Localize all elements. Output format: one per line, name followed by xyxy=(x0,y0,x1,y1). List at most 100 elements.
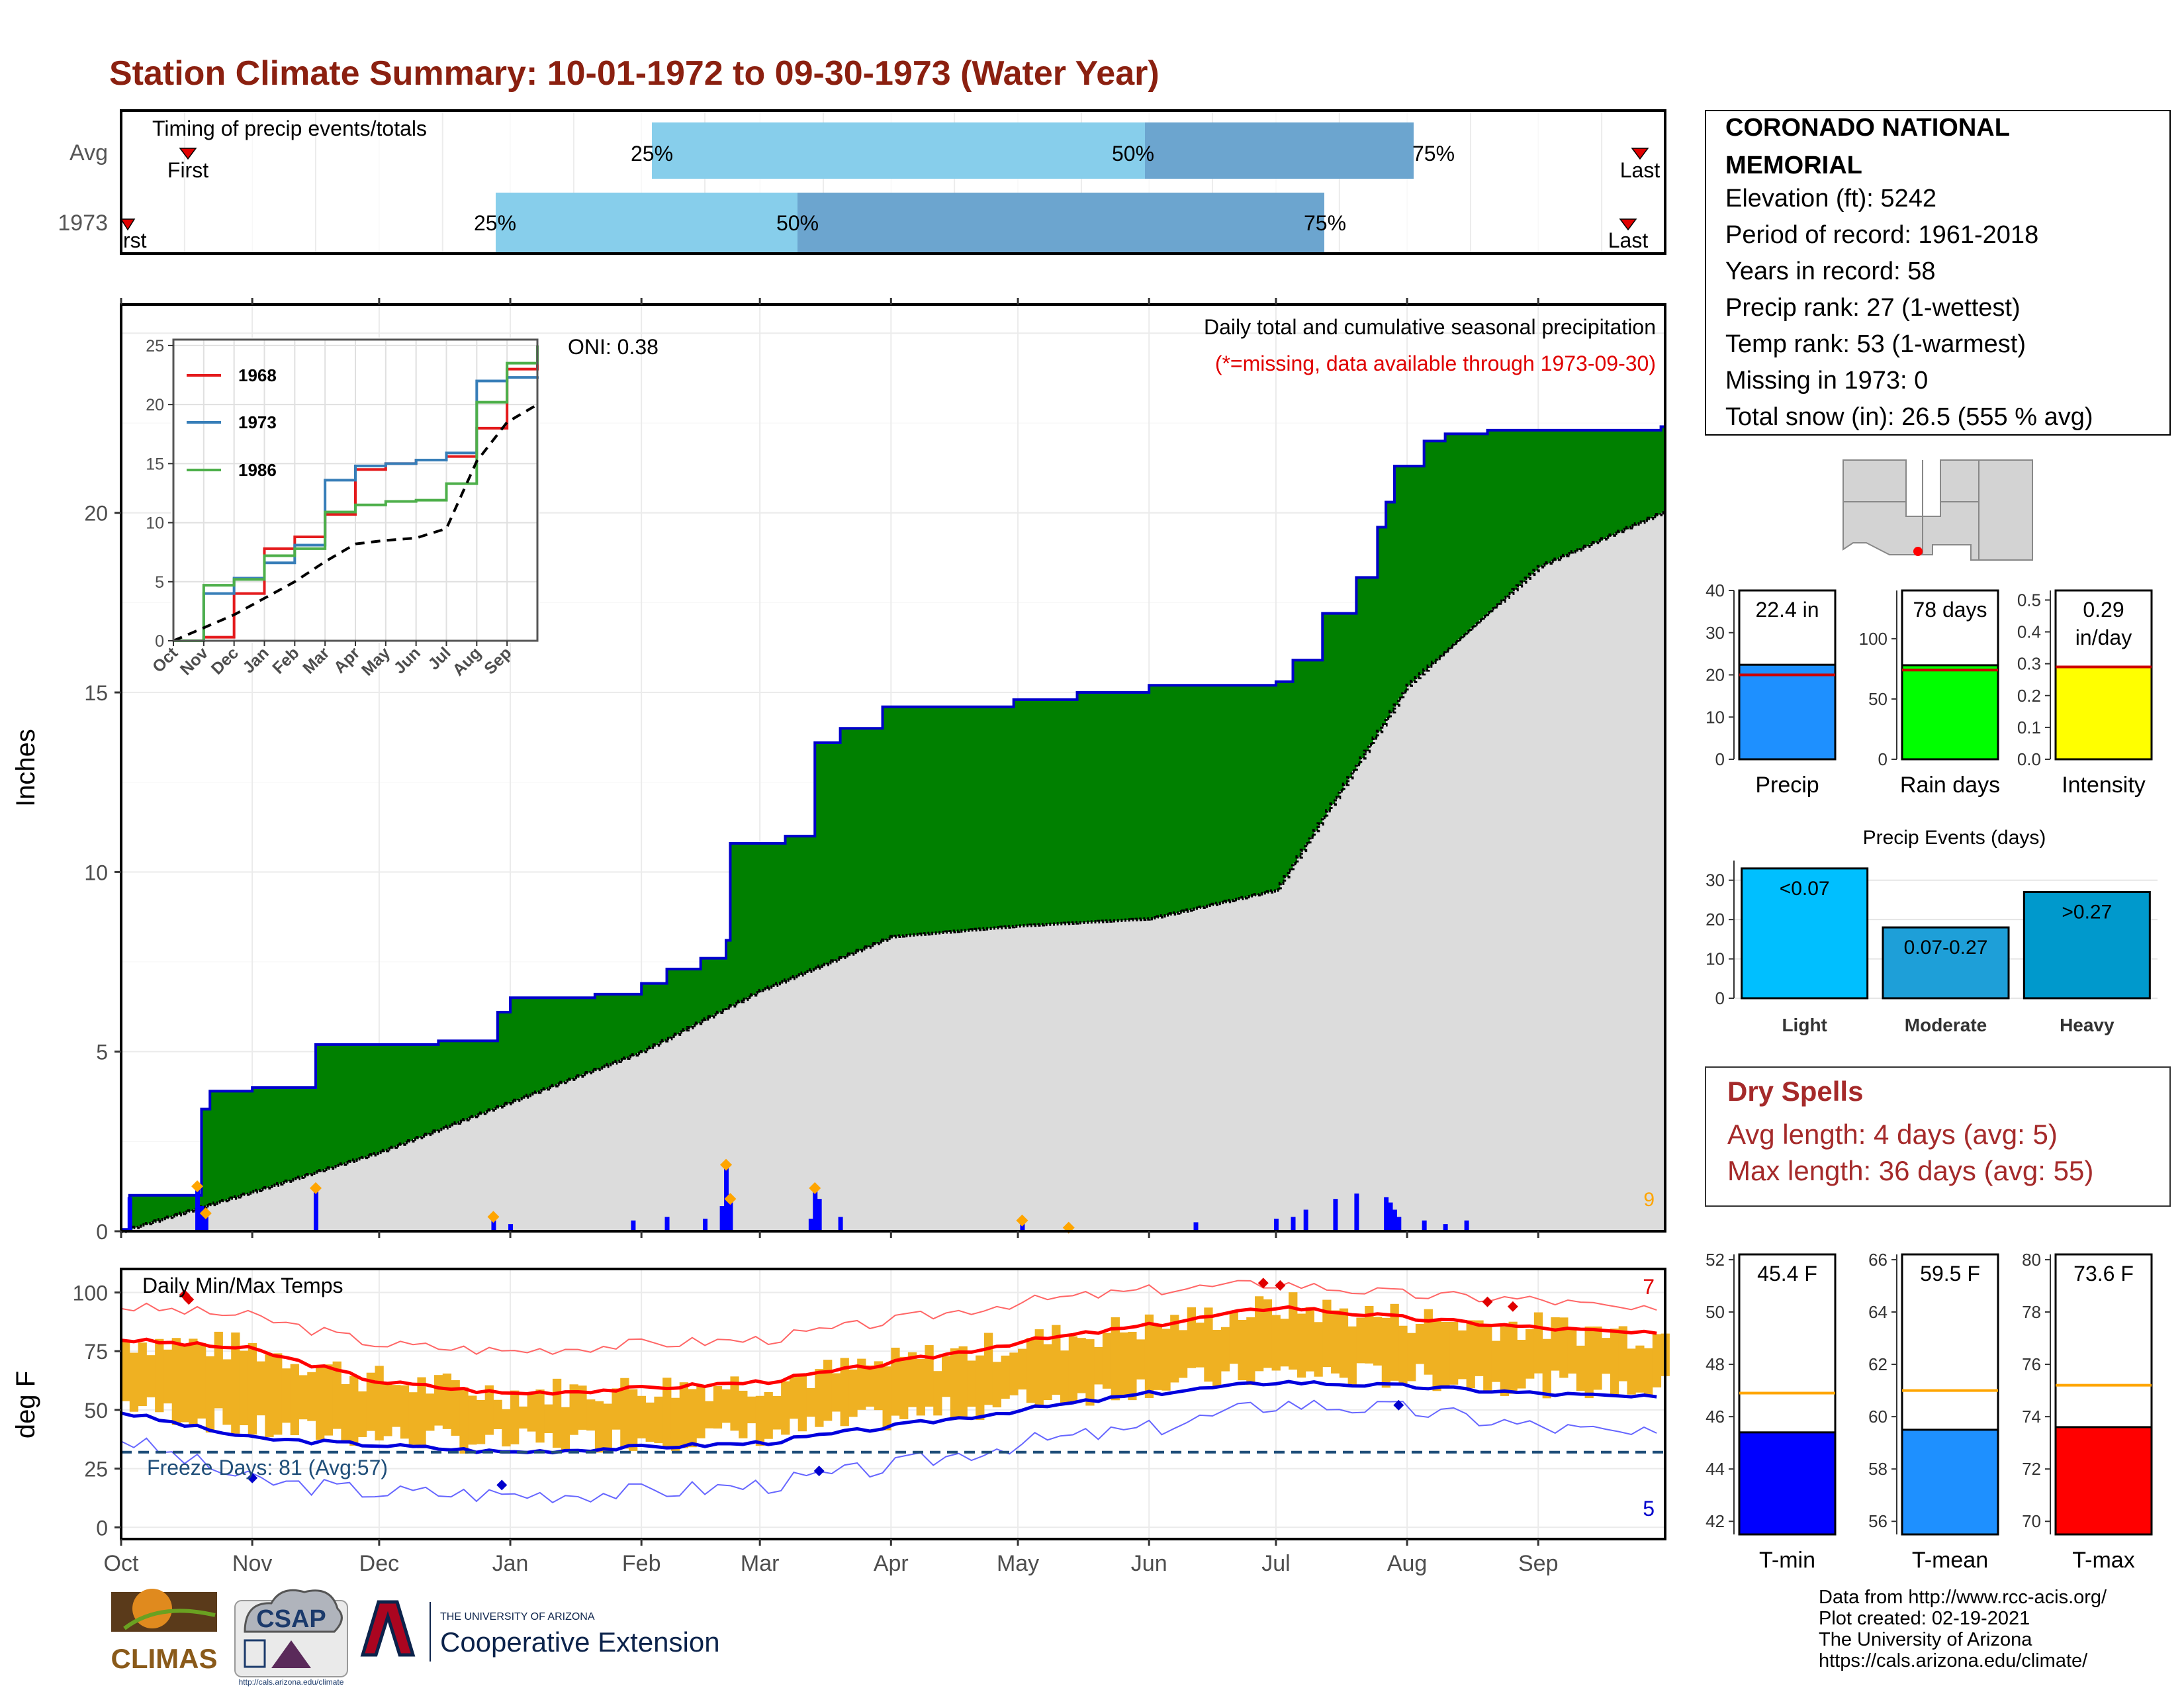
daily-temp-bar xyxy=(383,1384,392,1436)
station-detail-line: Temp rank: 53 (1-warmest) xyxy=(1725,330,2026,358)
events-bar-label: 0.07-0.27 xyxy=(1904,937,1988,959)
station-detail-line: Total snow (in): 26.5 (555 % avg) xyxy=(1725,403,2093,431)
daily-precip-bar xyxy=(1443,1224,1448,1231)
daily-temp-bar xyxy=(476,1399,486,1444)
year-cumulative-line xyxy=(121,425,1665,1231)
daily-temp-bar xyxy=(205,1356,215,1433)
daily-precip-bar xyxy=(808,1219,813,1231)
month-axis-labels: Oct Nov Dec Jan Feb Mar Apr May Jun Jul Aug Sep xyxy=(104,1551,1559,1576)
snow-marker xyxy=(310,1182,322,1194)
snow-marker xyxy=(720,1158,733,1171)
events-category-label: Moderate xyxy=(1905,1015,1987,1035)
temp-ytick-label: 100 xyxy=(73,1281,108,1305)
mini-ytick-label: 40 xyxy=(1706,581,1725,600)
daily-temp-bar xyxy=(1415,1323,1425,1364)
mini-bar-value-label: 45.4 F xyxy=(1757,1262,1817,1286)
daily-temp-bar xyxy=(1128,1331,1137,1401)
daily-temp-bar xyxy=(1170,1315,1179,1383)
daily-temp-bar xyxy=(1407,1333,1416,1382)
legend-1968-label: 1968 xyxy=(238,365,277,385)
daily-precip-bar xyxy=(703,1219,708,1231)
daily-temp-bar xyxy=(1610,1329,1619,1397)
precip-frame xyxy=(120,303,1666,1233)
temp-ytick-label: 0 xyxy=(96,1516,108,1540)
daily-temp-bar xyxy=(670,1397,680,1451)
yr-75-label: 75% xyxy=(1304,211,1346,235)
mini-ytick-label: 76 xyxy=(2022,1354,2041,1374)
daily-temp-bar xyxy=(527,1394,536,1432)
daily-temp-bar xyxy=(1356,1317,1365,1364)
daily-temp-bar xyxy=(442,1373,452,1429)
daily-precip-bar xyxy=(1354,1194,1359,1231)
temp-ytick-label: 25 xyxy=(84,1458,108,1481)
month-label: May xyxy=(997,1551,1039,1576)
mini-bar-value xyxy=(1901,664,1999,761)
daily-temp-bar xyxy=(1314,1322,1323,1377)
daily-temp-bar xyxy=(484,1385,494,1435)
daily-temp-bar xyxy=(916,1359,925,1416)
record-marker xyxy=(1257,1278,1269,1289)
inset-lines xyxy=(173,345,539,642)
daily-temp-range-bars xyxy=(121,1292,1670,1454)
mini-ytick-label: 0.4 xyxy=(2017,622,2041,642)
events-ytick-label: 10 xyxy=(1706,949,1725,969)
daily-temp-bar xyxy=(1263,1299,1273,1368)
tmin-chart: 42 44 46 48 50 52 45.4 F T-min xyxy=(1706,1250,1837,1573)
daily-temp-bar xyxy=(1204,1307,1213,1382)
daily-temp-bar xyxy=(1365,1305,1374,1364)
mini-ytick-label: 52 xyxy=(1706,1250,1725,1270)
mini-bar-value xyxy=(1901,1429,1999,1536)
yr-q2-q3-bar xyxy=(797,193,1324,253)
daily-temp-bar xyxy=(1525,1329,1535,1379)
daily-temp-bar xyxy=(248,1342,257,1435)
daily-temp-bar xyxy=(1178,1330,1188,1378)
mini-bar-value-label: 22.4 in xyxy=(1755,598,1819,622)
daily-temp-bar xyxy=(1305,1307,1314,1372)
precip-ytick-label: 15 xyxy=(84,681,108,705)
cold-count-label: 5 xyxy=(1643,1497,1655,1521)
daily-temp-bar xyxy=(493,1399,502,1429)
record-min-line xyxy=(120,1399,1657,1504)
daily-precip-bar xyxy=(1291,1217,1296,1231)
daily-precip-bar xyxy=(1388,1202,1393,1231)
daily-precip-bar xyxy=(1193,1222,1199,1231)
daily-temp-bar xyxy=(823,1360,833,1421)
events-category-label: Light xyxy=(1782,1015,1827,1035)
temp-ytick-label: 50 xyxy=(84,1399,108,1423)
daily-temp-bar xyxy=(341,1383,350,1442)
daily-temp-bar xyxy=(290,1364,299,1435)
snow-marker xyxy=(1016,1214,1028,1227)
mini-bar-category-label: Intensity xyxy=(2062,773,2146,798)
daily-temp-bar xyxy=(654,1396,663,1444)
daily-temp-bar xyxy=(231,1332,240,1434)
mini-ytick-label: 78 xyxy=(2022,1302,2041,1322)
yr-first-marker xyxy=(120,218,136,231)
daily-temp-bar xyxy=(561,1407,570,1451)
daily-temp-bar xyxy=(789,1376,799,1419)
daily-temp-bar xyxy=(163,1349,173,1404)
temp-total-bars: 42 44 46 48 50 52 45.4 F T-min 56 58 60 62 64 66 59.5 … xyxy=(1706,1250,2153,1573)
daily-temp-bar xyxy=(468,1395,477,1445)
daily-temp-bar xyxy=(662,1378,672,1448)
station-name-2: MEMORIAL xyxy=(1725,152,1862,179)
station-frame xyxy=(1705,110,2171,436)
daily-temp-bar xyxy=(1009,1352,1019,1395)
snow-marker xyxy=(199,1207,212,1219)
inset-ytick-label: 20 xyxy=(146,396,164,414)
daily-precip-bar xyxy=(1384,1197,1389,1231)
avg-last-marker xyxy=(1631,148,1649,160)
tmax-chart: 70 72 74 76 78 80 73.6 F T-max xyxy=(2022,1250,2153,1573)
daily-temp-bar xyxy=(324,1364,334,1436)
daily-temp-bar xyxy=(755,1395,765,1446)
dry-max-length: Max length: 36 days (avg: 55) xyxy=(1727,1155,2093,1186)
dry-avg-length: Avg length: 4 days (avg: 5) xyxy=(1727,1119,2058,1150)
daily-temp-bar xyxy=(1254,1296,1264,1372)
daily-temp-bar xyxy=(1457,1330,1467,1380)
daily-temp-bar xyxy=(1576,1345,1586,1391)
daily-temp-bar xyxy=(629,1389,638,1451)
yr-first-label: rst xyxy=(123,228,147,252)
mini-ytick-label: 70 xyxy=(2022,1511,2041,1531)
precip-ytick-label: 5 xyxy=(96,1041,108,1064)
yr-25-label: 25% xyxy=(474,211,516,235)
daily-temp-bar xyxy=(1246,1317,1255,1385)
